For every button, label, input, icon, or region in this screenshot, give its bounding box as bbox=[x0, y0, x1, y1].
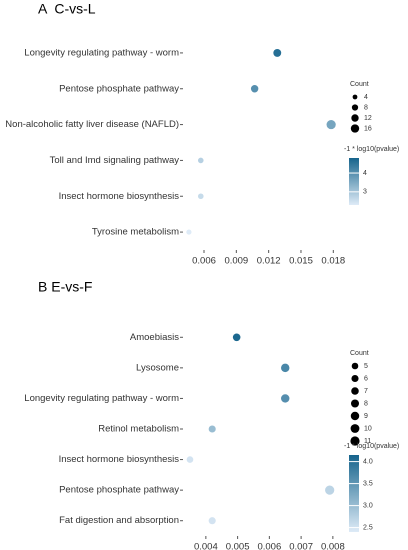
bubble bbox=[208, 517, 216, 525]
colorbar-label: 3.5 bbox=[363, 480, 373, 487]
colorbar bbox=[349, 455, 359, 532]
y-tick-label: Insect hormone biosynthesis bbox=[59, 454, 180, 465]
x-tick-label: 0.008 bbox=[321, 542, 345, 550]
size-legend-label: 8 bbox=[364, 400, 368, 407]
size-legend-key bbox=[352, 94, 358, 100]
bubble bbox=[232, 333, 241, 342]
color-legend-title: -1 * log10(pvalue) bbox=[344, 146, 399, 153]
bubble bbox=[273, 48, 282, 57]
size-legend-label: 6 bbox=[364, 375, 368, 382]
colorbar bbox=[349, 158, 359, 205]
size-legend-key bbox=[350, 424, 360, 433]
size-legend-label: 12 bbox=[364, 115, 372, 122]
x-tick-label: 0.006 bbox=[257, 542, 281, 550]
colorbar-label: 3.0 bbox=[363, 502, 373, 509]
size-legend-label: 7 bbox=[364, 388, 368, 395]
size-legend-label: 8 bbox=[364, 104, 368, 111]
size-legend-label: 11 bbox=[364, 438, 371, 445]
x-tick-label: 0.018 bbox=[321, 256, 345, 267]
y-tick-label: Amoebiasis bbox=[130, 332, 179, 343]
y-tick-label: Longevity regulating pathway - worm bbox=[24, 47, 179, 58]
bubble bbox=[250, 85, 259, 93]
size-legend-title: Count bbox=[350, 350, 369, 357]
y-tick-label: Pentose phosphate pathway bbox=[59, 83, 179, 94]
chart-title: A C-vs-L bbox=[38, 1, 96, 17]
size-legend-key bbox=[350, 124, 360, 133]
bubble bbox=[281, 363, 290, 373]
bubble bbox=[197, 193, 204, 200]
size-legend-key bbox=[350, 399, 360, 408]
y-tick-label: Longevity regulating pathway - worm bbox=[24, 393, 179, 404]
size-legend-label: 9 bbox=[364, 413, 368, 420]
y-tick-label: Retinol metabolism bbox=[98, 424, 179, 435]
x-tick-label: 0.012 bbox=[257, 256, 281, 267]
y-tick-label: Non-alcoholic fatty liver disease (NAFLD… bbox=[5, 119, 179, 130]
y-tick-label: Fat digestion and absorption bbox=[59, 515, 179, 526]
size-legend-label: 4 bbox=[364, 94, 368, 101]
bubble bbox=[186, 456, 194, 463]
size-legend-label: 10 bbox=[364, 425, 372, 432]
colorbar-label: 4 bbox=[363, 170, 367, 177]
bubble bbox=[197, 157, 204, 164]
color-legend-title: -1 * log10(pvalue) bbox=[344, 443, 399, 450]
x-tick-label: 0.009 bbox=[224, 256, 248, 267]
size-legend-key bbox=[351, 104, 359, 111]
size-legend-key bbox=[351, 114, 359, 122]
chart-title: B E-vs-F bbox=[38, 279, 92, 295]
x-tick-label: 0.004 bbox=[194, 542, 218, 550]
size-legend-key bbox=[351, 362, 359, 370]
y-tick-label: Tyrosine metabolism bbox=[92, 227, 179, 238]
x-tick-label: 0.015 bbox=[289, 256, 313, 267]
bubble bbox=[325, 485, 335, 495]
x-tick-label: 0.006 bbox=[192, 256, 216, 267]
y-tick-label: Toll and Imd signaling pathway bbox=[50, 155, 180, 166]
bubble bbox=[208, 425, 216, 433]
y-tick-label: Lysosome bbox=[136, 362, 179, 373]
y-tick-label: Pentose phosphate pathway bbox=[59, 485, 179, 496]
colorbar-label: 3 bbox=[363, 189, 367, 196]
colorbar-label: 4.0 bbox=[363, 458, 373, 465]
bubble bbox=[186, 229, 192, 235]
size-legend-label: 16 bbox=[364, 125, 372, 132]
y-tick-label: Insect hormone biosynthesis bbox=[59, 191, 180, 202]
bubble bbox=[326, 119, 336, 130]
x-tick-label: 0.007 bbox=[289, 542, 313, 550]
bubble bbox=[281, 394, 290, 403]
x-tick-label: 0.005 bbox=[226, 542, 250, 550]
size-legend-title: Count bbox=[350, 81, 369, 88]
size-legend-key bbox=[350, 436, 360, 446]
colorbar-label: 2.5 bbox=[363, 524, 373, 531]
size-legend-key bbox=[351, 387, 359, 395]
size-legend-key bbox=[351, 374, 359, 383]
size-legend-label: 5 bbox=[364, 363, 368, 370]
size-legend-key bbox=[350, 411, 360, 421]
